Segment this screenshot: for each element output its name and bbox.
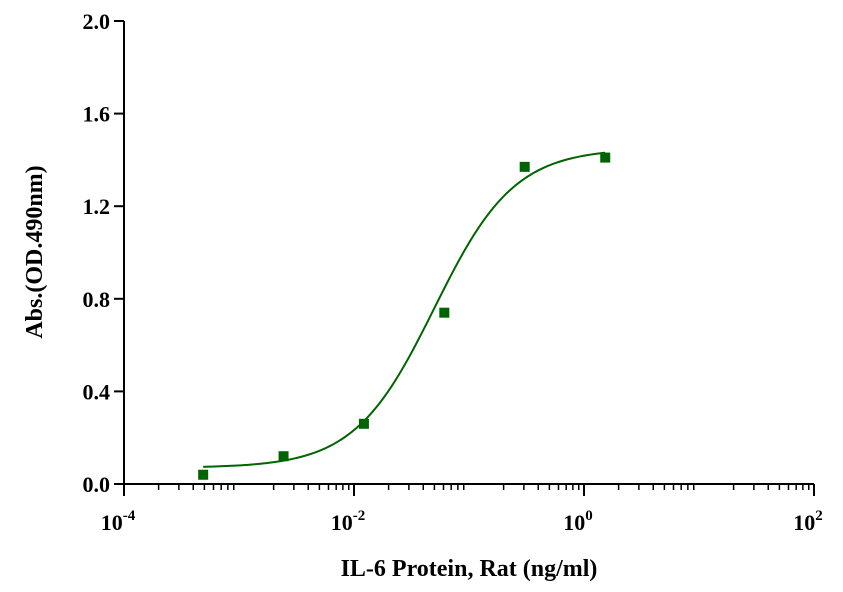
data-point: [600, 152, 611, 163]
x-tick-label: 102: [793, 508, 823, 535]
y-axis: 0.0 0.4 0.8 1.2 1.6 2.0: [83, 9, 125, 497]
x-tick-label: 100: [563, 508, 593, 535]
x-tick-label: 10-2: [331, 508, 366, 535]
data-point: [198, 469, 209, 480]
x-tick-label: 10-4: [101, 508, 136, 535]
y-tick-label: 1.6: [83, 102, 111, 127]
x-axis: 10-4 10-2 100 102: [101, 483, 823, 535]
fit-curve: [203, 151, 606, 468]
y-axis-title: Abs.(OD.490nm): [22, 165, 48, 338]
data-points: [198, 152, 611, 480]
y-tick-label: 0.8: [83, 287, 111, 312]
y-tick-label: 2.0: [83, 9, 111, 34]
y-ticks: 0.0 0.4 0.8 1.2 1.6 2.0: [83, 9, 124, 497]
x-ticks: 10-4 10-2 100 102: [101, 484, 823, 535]
data-point: [278, 451, 289, 462]
y-tick-label: 0.0: [83, 472, 111, 497]
data-point: [519, 161, 530, 172]
y-tick-label: 0.4: [83, 379, 111, 404]
data-point: [358, 418, 369, 429]
x-axis-title: IL-6 Protein, Rat (ng/ml): [341, 556, 598, 582]
data-point: [439, 307, 450, 318]
y-tick-label: 1.2: [83, 194, 111, 219]
